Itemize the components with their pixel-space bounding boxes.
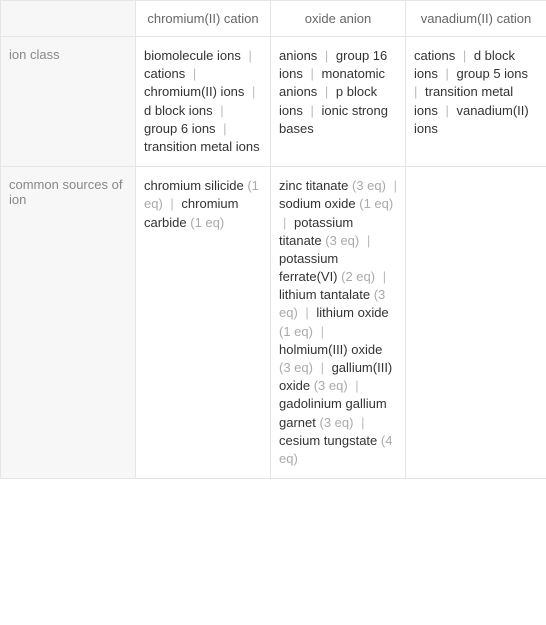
cell-ion-class-chromium: biomolecule ions | cations | chromium(II… (136, 37, 271, 167)
cell-ion-class-oxide: anions | group 16 ions | monatomic anion… (271, 37, 406, 167)
table-header-row: chromium(II) cation oxide anion vanadium… (1, 1, 546, 37)
cell-common-sources-oxide: zinc titanate (3 eq) | sodium oxide (1 e… (271, 167, 406, 479)
column-header-vanadium: vanadium(II) cation (406, 1, 546, 37)
table-row-ion-class: ion class biomolecule ions | cations | c… (1, 37, 546, 167)
cell-common-sources-chromium: chromium silicide (1 eq) | chromium carb… (136, 167, 271, 479)
table-row-common-sources: common sources of ion chromium silicide … (1, 167, 546, 479)
row-label-ion-class: ion class (1, 37, 136, 167)
column-header-chromium: chromium(II) cation (136, 1, 271, 37)
column-header-oxide: oxide anion (271, 1, 406, 37)
blank-header (1, 1, 136, 37)
cell-common-sources-vanadium (406, 167, 546, 479)
row-label-common-sources: common sources of ion (1, 167, 136, 479)
cell-ion-class-vanadium: cations | d block ions | group 5 ions | … (406, 37, 546, 167)
ion-comparison-table: chromium(II) cation oxide anion vanadium… (0, 0, 546, 479)
